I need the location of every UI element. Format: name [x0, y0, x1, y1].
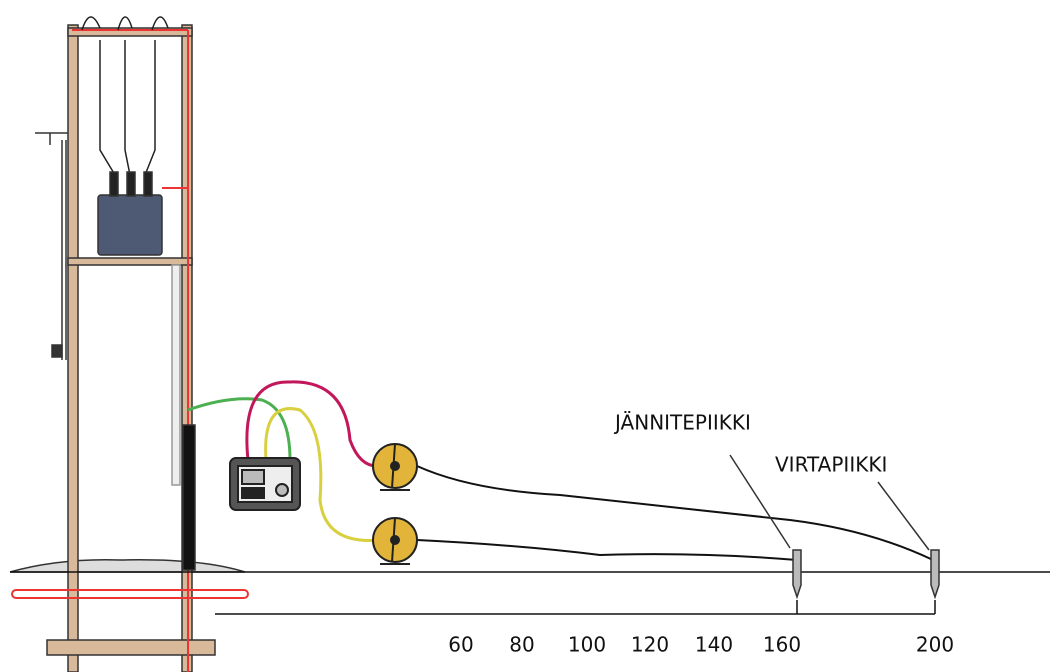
scale-label: 100 [568, 633, 606, 657]
voltage-spike-label: JÄNNITEPIIKKI [613, 411, 751, 435]
scale [215, 600, 936, 615]
scale-label: 140 [695, 633, 733, 657]
scale-label: 160 [763, 633, 801, 657]
cables [187, 380, 934, 561]
current-spike-label: VIRTAPIIKKI [775, 453, 887, 477]
reels [372, 443, 418, 565]
scale-label: 120 [631, 633, 669, 657]
scale-label: 80 [509, 633, 534, 657]
scale-label: 60 [448, 633, 473, 657]
spikes [729, 454, 940, 600]
meter [229, 457, 301, 511]
mound [9, 559, 246, 573]
pole [9, 16, 249, 672]
scale-label: 200 [916, 633, 954, 657]
